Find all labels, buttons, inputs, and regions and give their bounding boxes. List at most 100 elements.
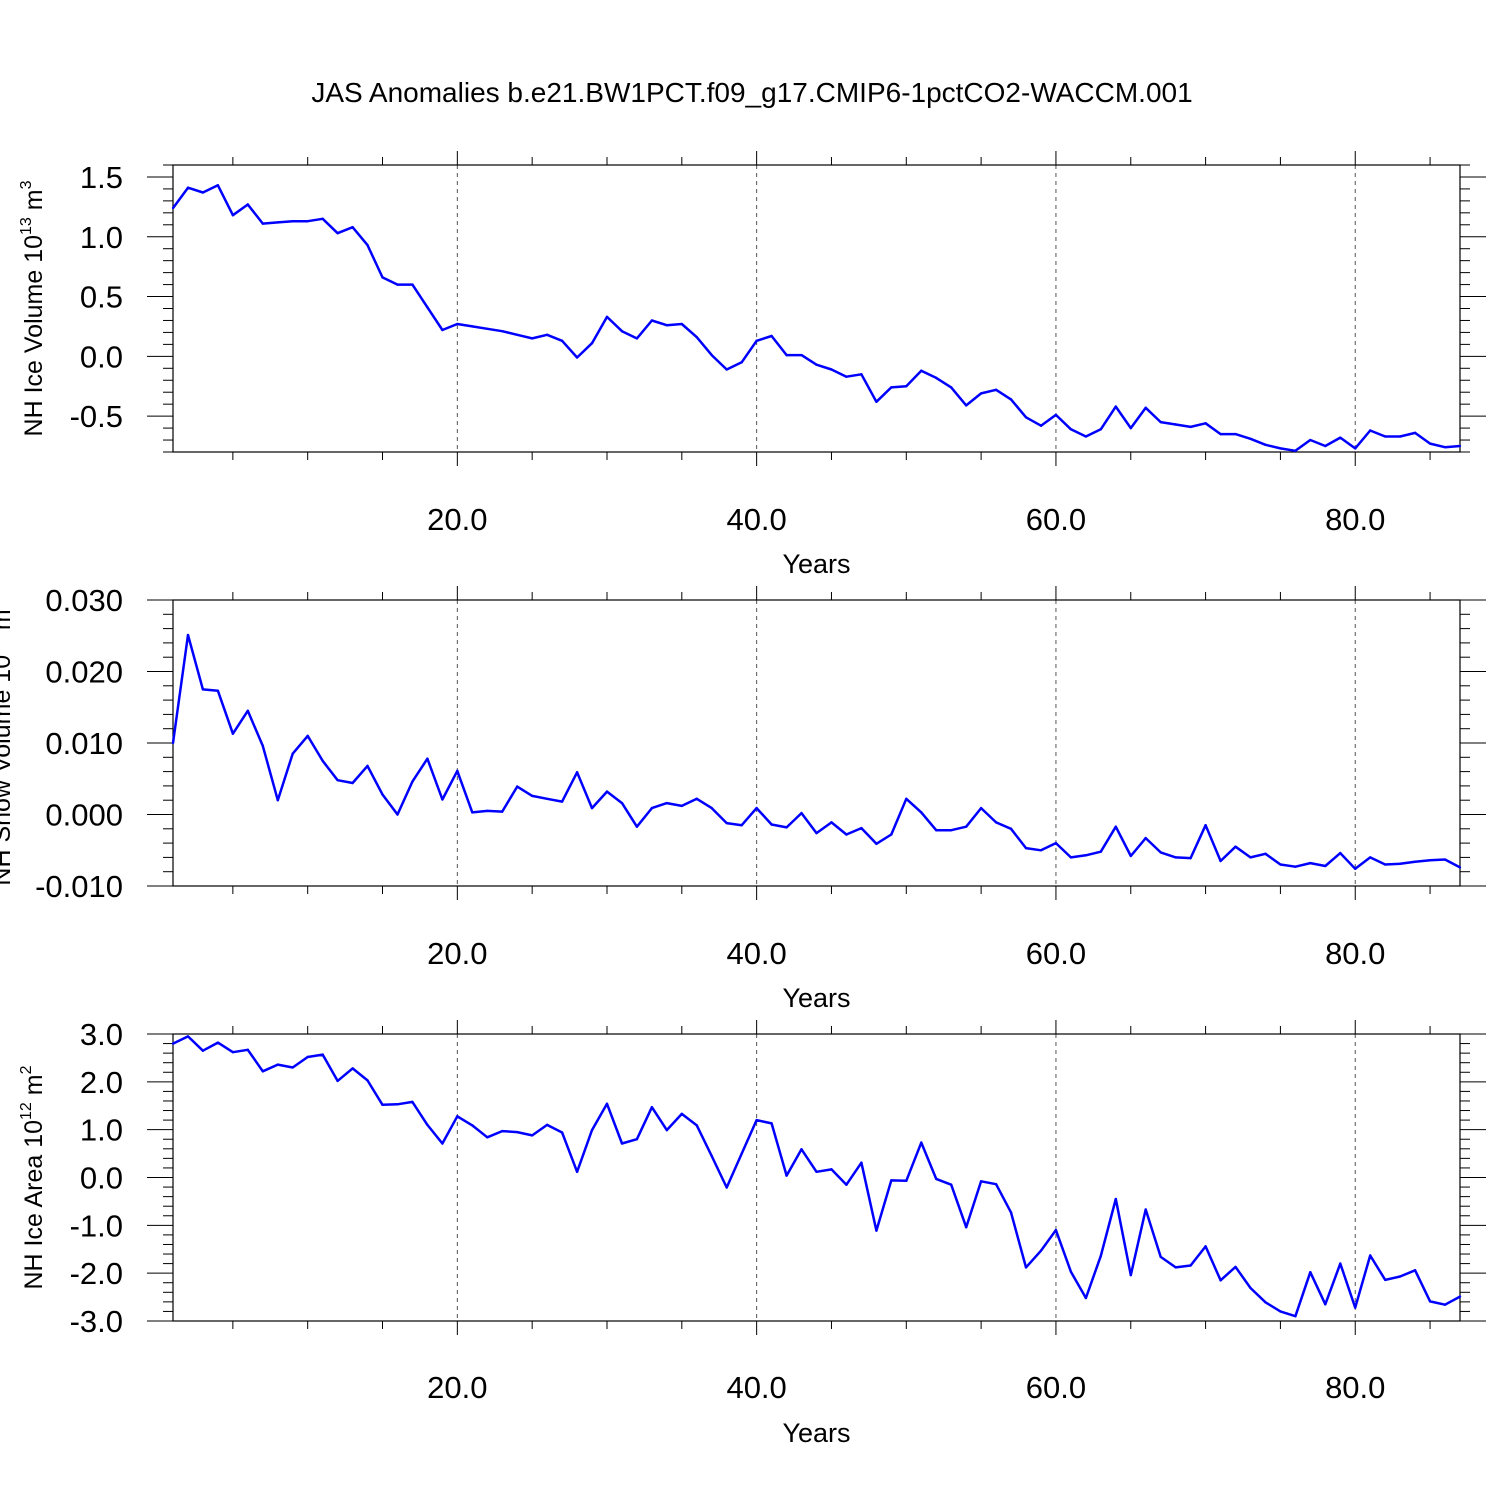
- data-point: [920, 811, 923, 814]
- y-tick-label: 1.0: [80, 1113, 123, 1148]
- data-point: [1443, 858, 1447, 861]
- data-point: [171, 741, 175, 745]
- data-point: [411, 780, 414, 783]
- data-point: [905, 1179, 908, 1183]
- data-point: [560, 339, 564, 342]
- data-point: [979, 806, 983, 810]
- y-axis-label-text: NH Snow Volume 10: [0, 655, 16, 886]
- data-point: [815, 1170, 818, 1173]
- data-point: [785, 826, 788, 829]
- y-tick-label: 0.020: [45, 655, 123, 690]
- data-point: [1249, 437, 1252, 441]
- data-point: [1009, 827, 1013, 830]
- data-point: [830, 368, 833, 371]
- data-point: [186, 633, 190, 637]
- data-point: [246, 203, 250, 206]
- data-point: [905, 385, 908, 388]
- data-point: [1099, 1254, 1103, 1258]
- data-point: [336, 1079, 339, 1083]
- data-point: [351, 225, 354, 229]
- y-tick-label: 1.0: [80, 220, 123, 255]
- y-tick-label: -2.0: [70, 1256, 123, 1291]
- data-point: [515, 1130, 519, 1134]
- x-tick-label: 20.0: [427, 502, 487, 537]
- data-point: [650, 319, 654, 322]
- data-point: [1219, 432, 1222, 436]
- data-point: [1099, 850, 1103, 853]
- data-point: [1219, 1279, 1222, 1282]
- data-point: [1339, 436, 1342, 439]
- data-point: [875, 1229, 878, 1232]
- series-points: [171, 1035, 1462, 1318]
- data-point: [1219, 859, 1222, 863]
- data-point: [695, 797, 698, 800]
- data-point: [830, 821, 833, 824]
- data-point: [1369, 856, 1372, 859]
- data-point: [1024, 1266, 1028, 1269]
- data-point: [1324, 1303, 1327, 1306]
- y-tick-label: 0.0: [80, 1161, 123, 1196]
- data-point: [396, 1103, 399, 1106]
- data-point: [486, 809, 489, 813]
- series-points: [171, 633, 1462, 871]
- data-point: [875, 400, 878, 403]
- data-point: [755, 339, 758, 342]
- data-point: [964, 1226, 968, 1229]
- data-point: [381, 793, 384, 796]
- x-axis-label: Years: [782, 549, 850, 579]
- data-point: [1428, 442, 1432, 445]
- data-point: [1234, 432, 1237, 436]
- data-point: [1279, 447, 1282, 450]
- data-point: [396, 283, 399, 286]
- data-point: [306, 734, 309, 738]
- panels: 1.51.00.50.0-0.520.0 40.0 60.0 80.0YearsNH …: [0, 151, 1486, 1448]
- data-point: [725, 821, 728, 825]
- data-point: [1114, 825, 1118, 828]
- data-point: [1129, 1273, 1132, 1277]
- data-point: [1383, 863, 1387, 866]
- data-point: [949, 1183, 953, 1186]
- panel-3: 3.0 2.0 1.0 0.0 -1.0 -2.0 -3.0 20.0 40.0 60.0 80.0…: [18, 1017, 1486, 1448]
- data-point: [1279, 863, 1282, 866]
- data-point: [650, 806, 654, 810]
- y-tick-label: -0.5: [70, 399, 123, 434]
- data-point: [1174, 423, 1177, 426]
- data-point: [725, 1186, 728, 1189]
- data-point: [1413, 860, 1417, 863]
- x-tick-label: 20.0: [427, 936, 487, 971]
- data-point: [1189, 856, 1192, 860]
- data-point: [1354, 447, 1357, 450]
- data-point: [1084, 435, 1088, 438]
- data-point: [785, 1174, 788, 1177]
- data-point: [261, 744, 264, 748]
- data-point: [1458, 1295, 1462, 1298]
- data-point: [1204, 1245, 1207, 1248]
- data-point: [530, 1134, 534, 1137]
- plot-frame: [172, 1033, 1461, 1322]
- data-point: [1309, 861, 1312, 865]
- data-point: [291, 752, 294, 755]
- data-point: [1369, 429, 1372, 432]
- data-point: [575, 1170, 579, 1173]
- data-point: [920, 369, 923, 372]
- data-point: [695, 336, 698, 339]
- data-point: [231, 732, 235, 735]
- data-point: [890, 386, 893, 389]
- data-point: [1159, 1255, 1162, 1259]
- data-point: [515, 333, 519, 337]
- data-point: [1324, 444, 1327, 448]
- data-point: [171, 206, 175, 210]
- data-point: [1354, 867, 1357, 871]
- data-point: [471, 1124, 474, 1127]
- data-point: [1144, 836, 1147, 840]
- data-point: [1129, 426, 1132, 430]
- data-point: [800, 811, 803, 815]
- data-point: [1159, 851, 1162, 854]
- data-point: [590, 341, 594, 345]
- y-axis-label-exponent: 13: [0, 637, 3, 655]
- y-axis-label-unit: m: [20, 1074, 48, 1102]
- data-point: [171, 1042, 175, 1045]
- data-point: [845, 375, 848, 378]
- data-point: [1354, 1306, 1357, 1309]
- x-tick-label: 60.0: [1026, 936, 1086, 971]
